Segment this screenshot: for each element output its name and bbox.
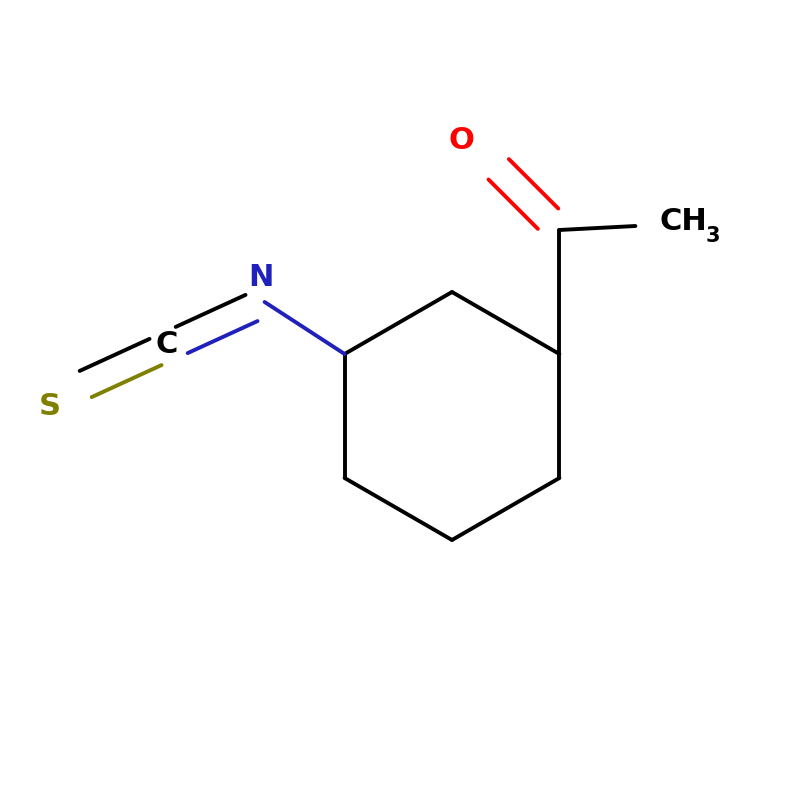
Text: N: N (248, 263, 274, 293)
Text: 3: 3 (706, 226, 720, 246)
Text: O: O (449, 126, 474, 155)
Text: C: C (156, 330, 178, 359)
Text: S: S (39, 391, 62, 421)
Text: CH: CH (659, 207, 707, 237)
